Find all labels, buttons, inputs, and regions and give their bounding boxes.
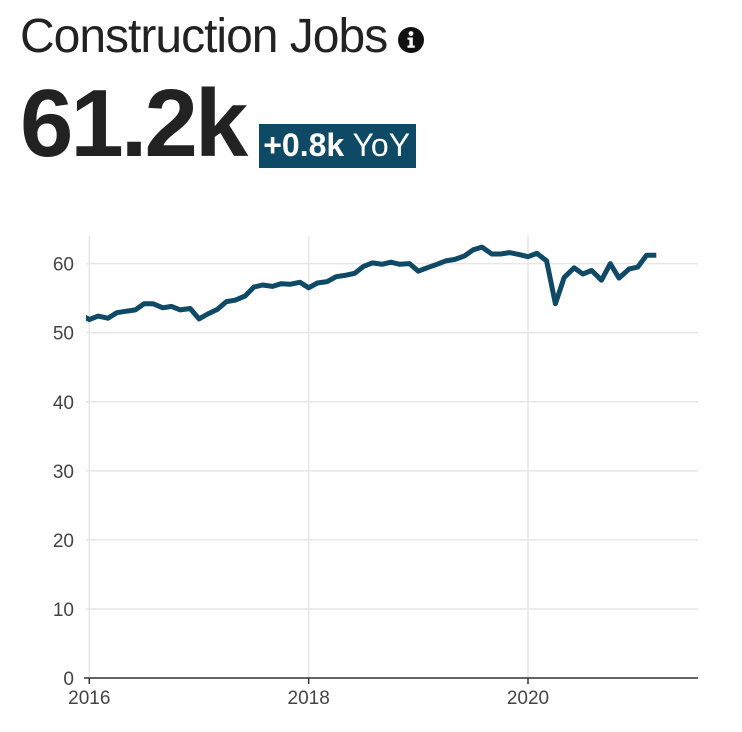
x-tick-labels: 2016 2018 2020 [68,688,549,709]
y-tick-label: 30 [53,462,74,483]
series-group [86,244,657,323]
y-tick-label: 40 [53,393,74,414]
y-tick-label: 20 [53,531,74,552]
y-tick-labels: 0 10 20 30 40 50 60 [53,255,74,690]
axes [84,677,698,684]
kpi-value: 61.2k [20,70,248,177]
kpi-row: 61.2k +0.8k YoY [20,70,417,177]
header: Construction Jobs [20,8,425,66]
yoy-delta: +0.8k [263,127,345,163]
x-tick-label: 2016 [68,688,110,709]
page-title: Construction Jobs [20,10,388,63]
series-line [86,244,657,323]
y-tick-label: 10 [53,600,74,621]
y-tick-label: 0 [63,669,74,690]
x-tick-label: 2018 [288,688,330,709]
y-gridlines [86,262,698,610]
x-gridlines [88,236,529,678]
info-icon[interactable] [397,26,425,54]
yoy-badge: +0.8k YoY [259,124,417,168]
x-tick-label: 2020 [507,688,549,709]
y-tick-label: 50 [53,324,74,345]
y-tick-label: 60 [53,255,74,276]
yoy-suffix: YoY [352,127,411,163]
